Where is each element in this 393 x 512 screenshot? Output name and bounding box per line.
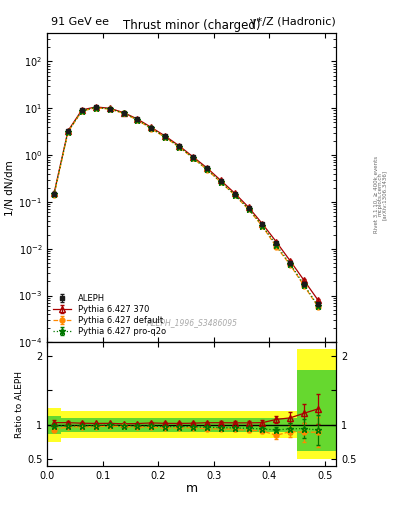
Y-axis label: 1/N dN/dm: 1/N dN/dm — [6, 160, 15, 216]
Bar — [61, 411, 297, 438]
Text: 91 GeV ee: 91 GeV ee — [51, 16, 109, 27]
Legend: ALEPH, Pythia 6.427 370, Pythia 6.427 default, Pythia 6.427 pro-q2o: ALEPH, Pythia 6.427 370, Pythia 6.427 de… — [51, 292, 168, 338]
Text: γ*/Z (Hadronic): γ*/Z (Hadronic) — [250, 16, 336, 27]
Text: [arXiv:1306.3436]: [arXiv:1306.3436] — [382, 169, 387, 220]
Bar — [297, 349, 336, 459]
Text: Rivet 3.1.10, ≥ 400k events: Rivet 3.1.10, ≥ 400k events — [374, 156, 379, 233]
Text: mcplots.cern.ch: mcplots.cern.ch — [378, 173, 383, 217]
Text: ALEPH_1996_S3486095: ALEPH_1996_S3486095 — [146, 318, 237, 327]
Y-axis label: Ratio to ALEPH: Ratio to ALEPH — [15, 371, 24, 438]
Bar — [297, 370, 336, 451]
Bar — [61, 418, 297, 432]
Bar — [47, 416, 61, 434]
Title: Thrust minor (charged): Thrust minor (charged) — [123, 19, 260, 32]
Bar — [47, 408, 61, 442]
X-axis label: m: m — [185, 482, 198, 495]
